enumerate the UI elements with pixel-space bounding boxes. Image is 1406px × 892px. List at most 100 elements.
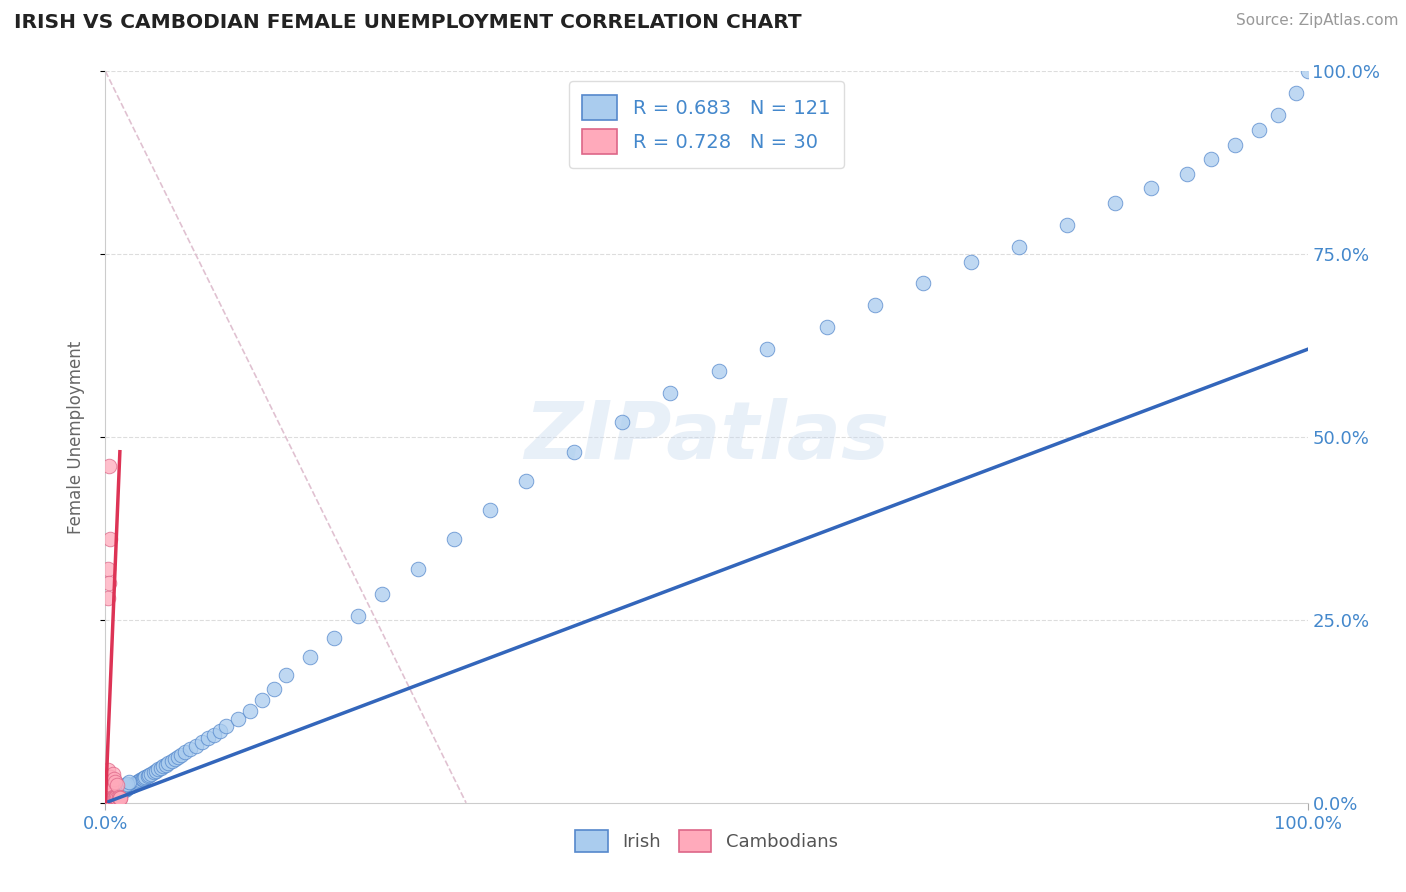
Point bbox=[110, 785, 132, 799]
Point bbox=[101, 786, 124, 800]
Point bbox=[139, 766, 162, 780]
Point bbox=[815, 320, 838, 334]
Point bbox=[136, 769, 159, 783]
Point bbox=[98, 787, 121, 801]
Point bbox=[125, 775, 148, 789]
Point bbox=[98, 787, 121, 801]
Point bbox=[111, 780, 134, 794]
Y-axis label: Female Unemployment: Female Unemployment bbox=[66, 341, 84, 533]
Point bbox=[108, 786, 131, 800]
Point bbox=[1267, 108, 1289, 122]
Point bbox=[1284, 87, 1306, 101]
Point bbox=[107, 789, 129, 804]
Point bbox=[1225, 137, 1247, 152]
Point bbox=[1201, 152, 1223, 166]
Point bbox=[1140, 181, 1163, 195]
Legend: Irish, Cambodians: Irish, Cambodians bbox=[568, 823, 845, 860]
Point bbox=[101, 789, 124, 804]
Point bbox=[111, 784, 134, 798]
Point bbox=[112, 783, 135, 797]
Point bbox=[132, 772, 155, 786]
Point bbox=[406, 562, 429, 576]
Point bbox=[562, 444, 585, 458]
Point bbox=[103, 772, 125, 787]
Point bbox=[124, 776, 146, 790]
Point bbox=[152, 759, 174, 773]
Point bbox=[114, 778, 136, 792]
Point bbox=[104, 790, 127, 805]
Point bbox=[156, 756, 179, 771]
Point bbox=[115, 777, 138, 791]
Point bbox=[142, 765, 165, 780]
Point bbox=[96, 792, 118, 806]
Point bbox=[149, 761, 172, 775]
Point bbox=[101, 791, 124, 805]
Point bbox=[107, 791, 129, 805]
Point bbox=[114, 782, 136, 797]
Point bbox=[100, 777, 122, 792]
Point bbox=[112, 780, 135, 795]
Point bbox=[250, 693, 273, 707]
Point bbox=[148, 762, 170, 776]
Point bbox=[128, 773, 150, 788]
Point bbox=[98, 789, 121, 804]
Point bbox=[1056, 218, 1078, 232]
Point bbox=[101, 789, 124, 803]
Point bbox=[118, 780, 141, 794]
Point bbox=[97, 789, 120, 804]
Point bbox=[104, 789, 127, 803]
Point bbox=[208, 724, 231, 739]
Point bbox=[96, 792, 118, 806]
Point bbox=[1104, 196, 1126, 211]
Point bbox=[107, 782, 129, 797]
Point bbox=[104, 775, 127, 789]
Point bbox=[179, 742, 201, 756]
Text: Source: ZipAtlas.com: Source: ZipAtlas.com bbox=[1236, 13, 1399, 29]
Point bbox=[97, 763, 120, 777]
Point bbox=[96, 789, 118, 803]
Point bbox=[98, 790, 121, 805]
Point bbox=[98, 785, 121, 799]
Point bbox=[131, 772, 153, 787]
Point bbox=[129, 773, 152, 788]
Point bbox=[100, 791, 122, 805]
Point bbox=[298, 649, 321, 664]
Point bbox=[707, 364, 730, 378]
Point bbox=[101, 789, 124, 804]
Point bbox=[111, 781, 134, 796]
Point bbox=[127, 774, 149, 789]
Point bbox=[1296, 64, 1319, 78]
Point bbox=[124, 777, 146, 791]
Point bbox=[132, 771, 155, 785]
Text: IRISH VS CAMBODIAN FEMALE UNEMPLOYMENT CORRELATION CHART: IRISH VS CAMBODIAN FEMALE UNEMPLOYMENT C… bbox=[14, 13, 801, 32]
Point bbox=[214, 719, 236, 733]
Point bbox=[115, 781, 138, 796]
Point bbox=[103, 789, 125, 804]
Point bbox=[166, 749, 188, 764]
Point bbox=[755, 343, 778, 357]
Point bbox=[322, 632, 344, 646]
Point bbox=[98, 770, 121, 784]
Point bbox=[107, 784, 129, 798]
Point bbox=[107, 786, 129, 800]
Point bbox=[121, 778, 143, 792]
Point bbox=[515, 474, 537, 488]
Point bbox=[263, 682, 285, 697]
Point bbox=[960, 254, 983, 268]
Point bbox=[100, 786, 122, 800]
Point bbox=[202, 728, 225, 742]
Point bbox=[122, 777, 145, 792]
Point bbox=[226, 712, 249, 726]
Point bbox=[98, 459, 121, 474]
Point bbox=[190, 735, 212, 749]
Point bbox=[1008, 240, 1031, 254]
Point bbox=[97, 562, 120, 576]
Text: ZIPatlas: ZIPatlas bbox=[524, 398, 889, 476]
Point bbox=[117, 780, 139, 795]
Point bbox=[165, 752, 187, 766]
Point bbox=[479, 503, 502, 517]
Point bbox=[184, 739, 207, 753]
Point bbox=[347, 609, 370, 624]
Point bbox=[103, 785, 125, 799]
Point bbox=[100, 789, 122, 804]
